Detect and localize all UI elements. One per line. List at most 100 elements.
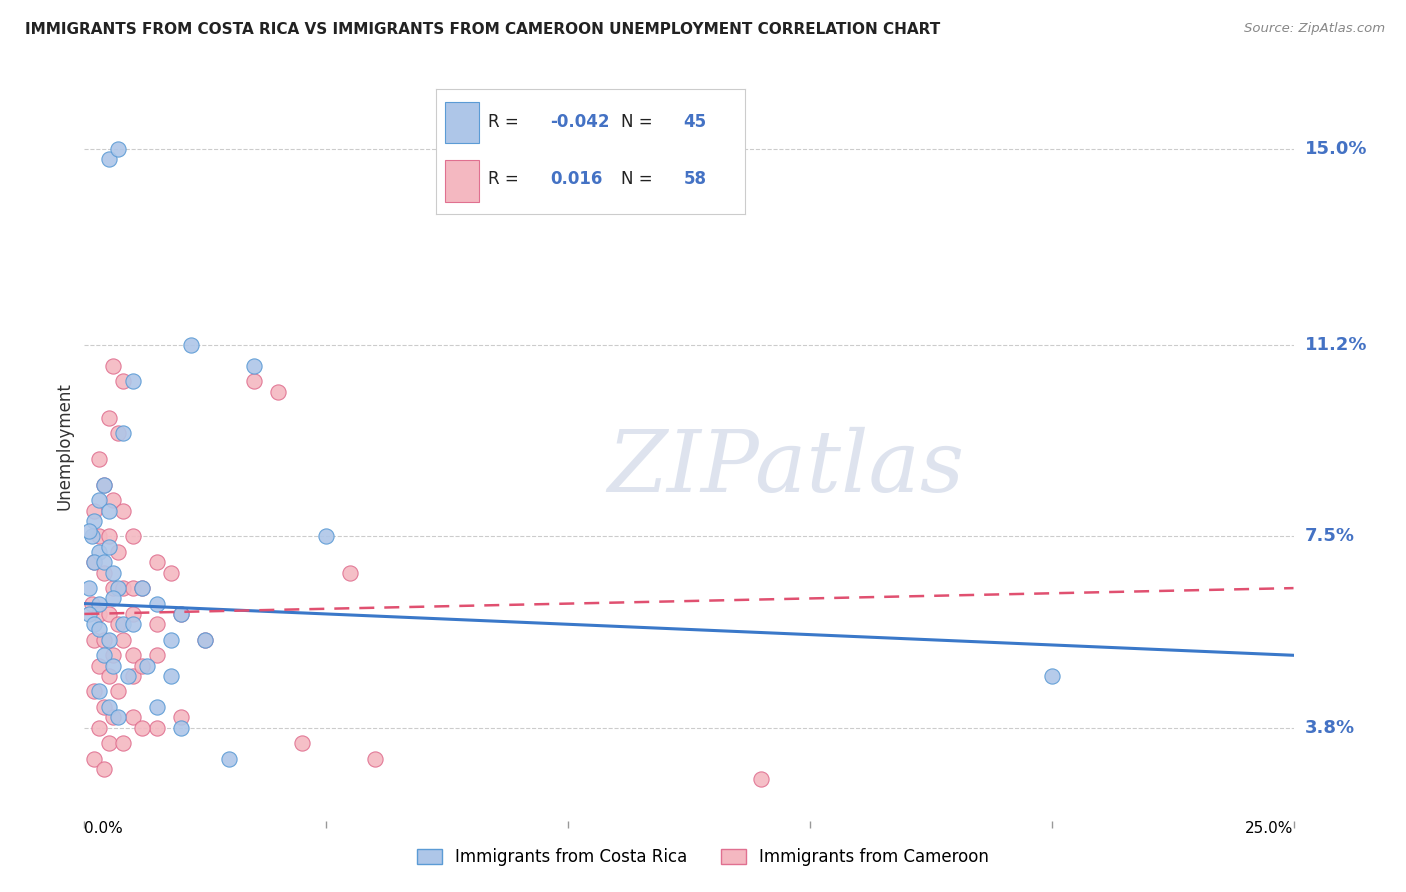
Text: N =: N = bbox=[621, 112, 658, 130]
Text: 15.0%: 15.0% bbox=[1305, 140, 1367, 158]
Point bbox=[121, 710, 143, 724]
Point bbox=[97, 736, 120, 750]
Point bbox=[97, 700, 120, 714]
Text: 0.016: 0.016 bbox=[550, 170, 603, 188]
Point bbox=[87, 607, 110, 621]
Point bbox=[117, 669, 139, 683]
Point bbox=[112, 736, 135, 750]
Point bbox=[136, 658, 159, 673]
Point bbox=[83, 617, 105, 632]
Point bbox=[93, 477, 115, 491]
Point bbox=[83, 751, 105, 765]
Point bbox=[107, 142, 129, 156]
Point bbox=[363, 751, 385, 765]
Point bbox=[121, 581, 143, 595]
Point bbox=[121, 529, 143, 543]
Point bbox=[87, 684, 110, 698]
Point bbox=[107, 710, 129, 724]
Point bbox=[112, 503, 135, 517]
Point bbox=[83, 555, 105, 569]
Point bbox=[83, 503, 105, 517]
Point bbox=[77, 524, 100, 539]
Point bbox=[97, 632, 120, 647]
Bar bbox=[446, 161, 479, 202]
Point bbox=[103, 566, 125, 580]
Text: R =: R = bbox=[488, 112, 524, 130]
Point bbox=[131, 658, 153, 673]
Point bbox=[121, 607, 143, 621]
Point bbox=[103, 359, 125, 373]
Point bbox=[112, 426, 135, 441]
Point bbox=[103, 658, 125, 673]
Point bbox=[83, 555, 105, 569]
Point bbox=[87, 721, 110, 735]
Point bbox=[160, 632, 183, 647]
Point bbox=[121, 648, 143, 663]
Point bbox=[131, 581, 153, 595]
Point bbox=[97, 503, 120, 517]
Point bbox=[87, 623, 110, 637]
Point bbox=[121, 617, 143, 632]
Point bbox=[180, 338, 202, 352]
Point bbox=[97, 152, 120, 166]
Text: -0.042: -0.042 bbox=[550, 112, 610, 130]
Point bbox=[146, 597, 169, 611]
Point bbox=[83, 632, 105, 647]
Point bbox=[107, 684, 129, 698]
Point bbox=[242, 375, 264, 389]
Text: IMMIGRANTS FROM COSTA RICA VS IMMIGRANTS FROM CAMEROON UNEMPLOYMENT CORRELATION : IMMIGRANTS FROM COSTA RICA VS IMMIGRANTS… bbox=[25, 22, 941, 37]
Point bbox=[291, 736, 314, 750]
Point bbox=[93, 648, 115, 663]
Point bbox=[112, 617, 135, 632]
Point bbox=[146, 648, 169, 663]
Point bbox=[242, 359, 264, 373]
Point bbox=[87, 529, 110, 543]
Point bbox=[83, 684, 105, 698]
Point bbox=[80, 597, 103, 611]
Text: 11.2%: 11.2% bbox=[1305, 336, 1367, 354]
Point bbox=[77, 581, 100, 595]
Text: 3.8%: 3.8% bbox=[1305, 719, 1355, 737]
Point bbox=[267, 384, 290, 399]
Point bbox=[103, 591, 125, 606]
Point bbox=[218, 751, 240, 765]
Point bbox=[87, 451, 110, 466]
Point bbox=[121, 375, 143, 389]
Point bbox=[146, 700, 169, 714]
Point bbox=[93, 700, 115, 714]
Point bbox=[93, 632, 115, 647]
Point bbox=[107, 617, 129, 632]
Point bbox=[170, 721, 193, 735]
Point bbox=[87, 658, 110, 673]
Point bbox=[93, 566, 115, 580]
Point bbox=[112, 375, 135, 389]
Point bbox=[103, 710, 125, 724]
Text: 7.5%: 7.5% bbox=[1305, 527, 1354, 545]
Point bbox=[1040, 669, 1063, 683]
Point bbox=[107, 545, 129, 559]
Point bbox=[146, 617, 169, 632]
Point bbox=[751, 772, 773, 787]
Text: 0.0%: 0.0% bbox=[84, 821, 124, 836]
Point bbox=[93, 762, 115, 776]
Point bbox=[160, 566, 183, 580]
Point bbox=[170, 710, 193, 724]
Point bbox=[339, 566, 361, 580]
Point bbox=[112, 632, 135, 647]
Point bbox=[103, 493, 125, 508]
Point bbox=[87, 597, 110, 611]
Point bbox=[83, 514, 105, 528]
Point bbox=[97, 669, 120, 683]
Point bbox=[131, 721, 153, 735]
Point bbox=[97, 410, 120, 425]
Text: 45: 45 bbox=[683, 112, 706, 130]
Point bbox=[93, 555, 115, 569]
Point bbox=[146, 721, 169, 735]
Bar bbox=[446, 102, 479, 143]
Point bbox=[97, 529, 120, 543]
Point bbox=[194, 632, 217, 647]
Point bbox=[77, 607, 100, 621]
Text: R =: R = bbox=[488, 170, 530, 188]
Point bbox=[93, 477, 115, 491]
Legend: Immigrants from Costa Rica, Immigrants from Cameroon: Immigrants from Costa Rica, Immigrants f… bbox=[409, 840, 997, 875]
